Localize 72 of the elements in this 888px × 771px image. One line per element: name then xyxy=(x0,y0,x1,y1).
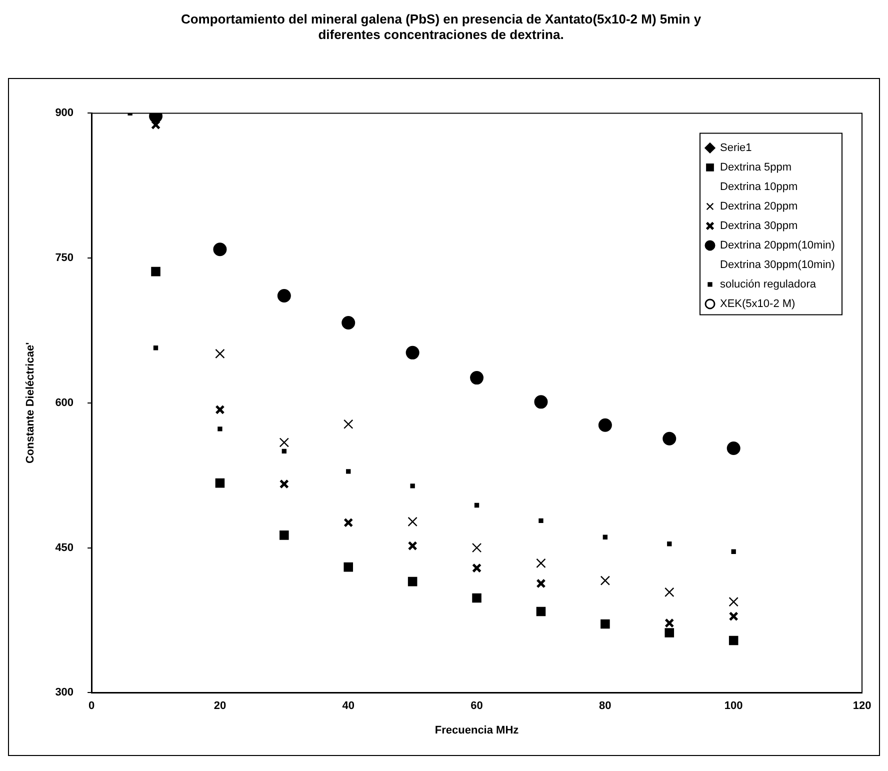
x-tick-label: 20 xyxy=(214,700,226,712)
point xyxy=(600,619,610,629)
text: diferentes concentraciones de dextrina. xyxy=(318,26,564,42)
point xyxy=(726,442,740,456)
point xyxy=(408,576,418,586)
x-tick-label: 0 xyxy=(88,700,95,712)
legend-label: Dextrina 30ppm xyxy=(720,220,798,232)
x-tick-label: 120 xyxy=(852,700,872,712)
x-tick-label: 80 xyxy=(599,700,612,712)
point xyxy=(728,636,738,646)
point xyxy=(344,562,354,572)
point xyxy=(151,266,160,276)
legend-label: Dextrina 10ppm xyxy=(720,180,798,193)
point xyxy=(731,549,736,554)
y-tick-label: 750 xyxy=(55,252,74,264)
point xyxy=(538,518,544,524)
point xyxy=(664,587,674,598)
point xyxy=(282,448,287,454)
point xyxy=(342,316,356,330)
point xyxy=(279,479,289,489)
point xyxy=(218,426,222,432)
legend-label: Dextrina 30ppm(10min) xyxy=(720,258,835,271)
legend-label: Dextrina 20ppm xyxy=(720,200,798,212)
legend-label: Dextrina 5ppm xyxy=(720,161,792,174)
point xyxy=(150,120,161,130)
point xyxy=(728,612,738,622)
point xyxy=(408,541,418,551)
point xyxy=(215,478,225,488)
point xyxy=(277,288,291,302)
x-axis-title: Frecuencia MHz xyxy=(434,724,520,736)
point xyxy=(664,628,674,638)
point xyxy=(536,578,546,588)
point xyxy=(215,348,225,358)
point xyxy=(213,242,227,256)
y-tick-label: 900 xyxy=(55,107,74,120)
legend-label: solución reguladora xyxy=(720,278,817,290)
legend-label: XEK(5x10-2 M) xyxy=(720,298,796,310)
point xyxy=(472,593,482,603)
point xyxy=(408,516,418,527)
point xyxy=(472,563,482,573)
point xyxy=(472,542,482,553)
point xyxy=(474,502,480,508)
point xyxy=(667,542,672,546)
point xyxy=(279,438,290,448)
point xyxy=(536,606,546,616)
point xyxy=(536,558,546,568)
point xyxy=(728,596,738,607)
point xyxy=(406,346,420,360)
point xyxy=(344,518,354,528)
x-tick-label: 100 xyxy=(724,700,743,712)
x-tick-label: 60 xyxy=(470,700,483,712)
point xyxy=(534,395,548,409)
legend-label: Dextrina 20ppm(10min) xyxy=(720,239,835,252)
point xyxy=(602,534,608,540)
text: Comportamiento del mineral galena (PbS) en presencia de Xantato(5x10-2 M) 5min y xyxy=(180,11,702,26)
y-axis-title: Constante Dieléctricae' xyxy=(24,342,37,464)
point xyxy=(346,469,351,474)
point xyxy=(664,618,674,628)
point xyxy=(344,419,354,429)
y-tick-label: 600 xyxy=(55,396,74,409)
x-tick-label: 40 xyxy=(342,700,354,712)
point xyxy=(662,432,676,446)
point xyxy=(153,346,158,350)
y-tick-label: 450 xyxy=(55,542,74,554)
point xyxy=(470,371,484,385)
point xyxy=(600,576,610,586)
legend-label: Serie1 xyxy=(720,142,752,154)
point xyxy=(280,530,289,540)
point xyxy=(410,484,415,488)
y-tick-label: 300 xyxy=(55,686,74,699)
point xyxy=(598,418,612,432)
point xyxy=(215,404,225,414)
